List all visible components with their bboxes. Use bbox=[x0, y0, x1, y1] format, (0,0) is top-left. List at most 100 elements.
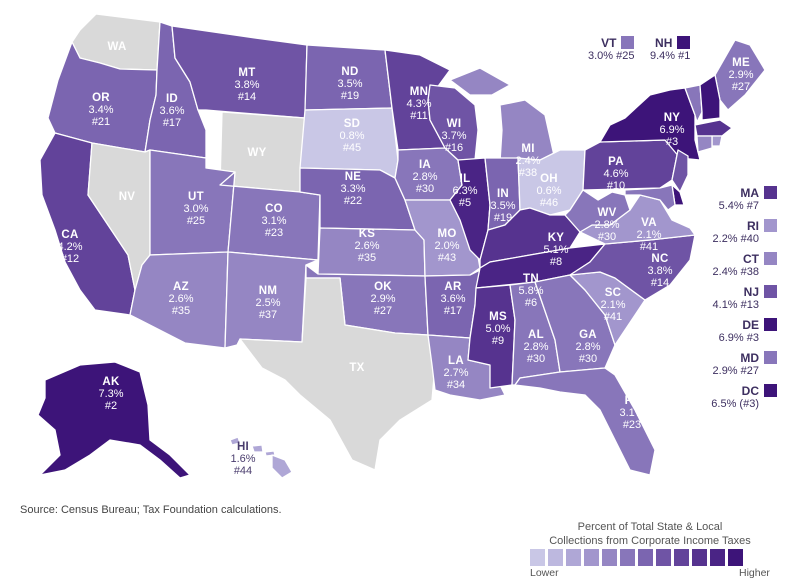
label-mt: MT 3.8% #14 bbox=[234, 67, 259, 103]
label-nd-rate: 3.5% bbox=[337, 78, 362, 90]
label-ak-rank: #2 bbox=[105, 400, 117, 412]
legend-lower-label: Lower bbox=[530, 567, 559, 578]
key-ma-abbr: MA bbox=[740, 186, 759, 200]
label-il: IL 6.3% #5 bbox=[452, 173, 477, 209]
label-in-abbr: IN bbox=[497, 188, 509, 200]
label-ca-rank: #12 bbox=[61, 253, 79, 265]
state-ma bbox=[694, 119, 733, 137]
label-nc-rank: #14 bbox=[651, 277, 669, 289]
state-hi bbox=[229, 436, 293, 479]
label-mo-rank: #43 bbox=[438, 252, 456, 264]
label-wv-abbr: WV bbox=[597, 207, 616, 219]
label-mi-rate: 2.4% bbox=[515, 155, 540, 167]
key-ma-swatch bbox=[764, 186, 777, 199]
key-md-abbr: MD bbox=[740, 351, 759, 365]
label-pa-abbr: PA bbox=[608, 156, 624, 168]
state-pa bbox=[582, 139, 679, 191]
label-az-rank: #35 bbox=[172, 305, 190, 317]
label-mn-rate: 4.3% bbox=[406, 98, 431, 110]
key-de-abbr: DE bbox=[742, 318, 759, 332]
label-wv-rate: 2.8% bbox=[594, 219, 619, 231]
label-sc-rate: 2.1% bbox=[600, 299, 625, 311]
label-nd-rank: #19 bbox=[341, 90, 359, 102]
label-fl-rate: 3.1% bbox=[619, 407, 644, 419]
label-mt-abbr: MT bbox=[238, 67, 255, 79]
label-va-abbr: VA bbox=[641, 217, 657, 229]
state-mt bbox=[171, 25, 308, 119]
legend-swatch-5 bbox=[602, 549, 617, 566]
label-mn-abbr: MN bbox=[410, 86, 429, 98]
label-mi: MI 2.4% #38 bbox=[515, 143, 540, 179]
label-ga-rate: 2.8% bbox=[575, 341, 600, 353]
label-ms: MS 5.0% #9 bbox=[485, 311, 510, 347]
label-ar-rate: 3.6% bbox=[440, 293, 465, 305]
key-ma-value: 5.4% #7 bbox=[718, 200, 759, 212]
key-nj-value: 4.1% #13 bbox=[712, 299, 759, 311]
legend-swatch-3 bbox=[566, 549, 581, 566]
label-mt-rank: #14 bbox=[238, 91, 256, 103]
legend-higher-label: Higher bbox=[739, 567, 770, 578]
label-wa: WA bbox=[107, 41, 126, 53]
label-nv: NV bbox=[119, 191, 136, 203]
label-nm-abbr: NM bbox=[259, 285, 278, 297]
label-ok-rate: 2.9% bbox=[370, 293, 395, 305]
key-ct-value: 2.4% #38 bbox=[712, 266, 759, 278]
label-il-rate: 6.3% bbox=[452, 185, 477, 197]
key-de-swatch bbox=[764, 318, 777, 331]
label-sd: SD 0.8% #45 bbox=[339, 118, 364, 154]
label-nc-rate: 3.8% bbox=[647, 265, 672, 277]
label-va: VA 2.1% #41 bbox=[636, 217, 661, 253]
key-nj-swatch bbox=[764, 285, 777, 298]
key-de: DE 6.9% #3 bbox=[719, 318, 777, 344]
label-ut-abbr: UT bbox=[188, 191, 204, 203]
label-nc-abbr: NC bbox=[651, 253, 668, 265]
label-co-rank: #23 bbox=[265, 227, 283, 239]
label-ca: CA 4.2% #12 bbox=[57, 229, 82, 265]
state-ak bbox=[37, 361, 191, 479]
label-va-rank: #41 bbox=[640, 241, 658, 253]
label-ga: GA 2.8% #30 bbox=[575, 329, 600, 365]
label-oh-abbr: OH bbox=[540, 173, 558, 185]
label-ok-rank: #27 bbox=[374, 305, 392, 317]
label-ut-rank: #25 bbox=[187, 215, 205, 227]
key-vt-abbr: VT bbox=[601, 36, 617, 50]
label-in: IN 3.5% #19 bbox=[490, 188, 515, 224]
legend-title-line2: Collections from Corporate Income Taxes bbox=[549, 535, 751, 547]
label-wi-rate: 3.7% bbox=[441, 130, 466, 142]
state-tx bbox=[239, 277, 436, 471]
label-sc: SC 2.1% #41 bbox=[600, 287, 625, 323]
key-md: MD 2.9% #27 bbox=[713, 351, 777, 377]
legend-title: Percent of Total State & Local Collectio… bbox=[520, 520, 780, 548]
label-co-abbr: CO bbox=[265, 203, 283, 215]
label-fl-abbr: FL bbox=[625, 395, 640, 407]
label-ga-rank: #30 bbox=[579, 353, 597, 365]
label-ms-abbr: MS bbox=[489, 311, 507, 323]
label-hi-rate: 1.6% bbox=[230, 453, 255, 465]
label-ks-abbr: KS bbox=[359, 228, 376, 240]
label-ky-abbr: KY bbox=[548, 232, 565, 244]
label-al-rate: 2.8% bbox=[523, 341, 548, 353]
legend-swatch-7 bbox=[638, 549, 653, 566]
label-tn-abbr: TN bbox=[523, 273, 539, 285]
label-ks-rate: 2.6% bbox=[354, 240, 379, 252]
label-ks: KS 2.6% #35 bbox=[354, 228, 379, 264]
label-ny-rank: #3 bbox=[666, 136, 678, 148]
key-vt: VT 3.0% #25 bbox=[588, 36, 635, 62]
label-nm: NM 2.5% #37 bbox=[255, 285, 280, 321]
key-ct-swatch bbox=[764, 252, 777, 265]
key-nh-swatch bbox=[677, 36, 691, 49]
label-ia-rate: 2.8% bbox=[412, 171, 437, 183]
label-tx: TX bbox=[349, 362, 364, 374]
state-md bbox=[624, 184, 676, 211]
legend-swatch-4 bbox=[584, 549, 599, 566]
legend-swatch-2 bbox=[548, 549, 563, 566]
label-nv-abbr: NV bbox=[119, 191, 136, 203]
state-ri bbox=[711, 135, 723, 147]
label-nm-rate: 2.5% bbox=[255, 297, 280, 309]
label-il-rank: #5 bbox=[459, 197, 471, 209]
label-fl: FL 3.1% #23 bbox=[619, 395, 644, 431]
label-nd-abbr: ND bbox=[341, 66, 358, 78]
label-mo-abbr: MO bbox=[437, 228, 456, 240]
label-al: AL 2.8% #30 bbox=[523, 329, 548, 365]
